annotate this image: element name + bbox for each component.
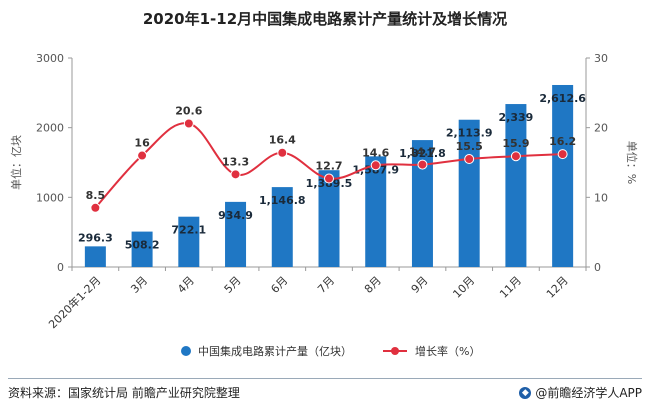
footer: 资料来源：国家统计局 前瞻产业研究院整理 ◆ @前瞻经济学人APP <box>0 378 650 411</box>
bar-value-label: 722.1 <box>171 224 206 237</box>
x-axis-category-label: 3月 <box>128 274 150 296</box>
bar <box>131 231 153 267</box>
bar <box>225 201 247 267</box>
right-axis-tick-label: 20 <box>594 122 608 135</box>
brand-logo-icon: ◆ <box>519 386 532 399</box>
bar <box>365 156 387 267</box>
bar-value-label: 2,339 <box>499 111 534 124</box>
bar-value-label: 1,146.8 <box>259 194 306 207</box>
growth-rate-label: 14.7 <box>409 146 436 159</box>
growth-rate-label: 16.2 <box>549 135 576 148</box>
growth-rate-point <box>137 150 148 161</box>
x-axis-category-label: 10月 <box>450 274 477 301</box>
bar-value-label: 1,389.5 <box>306 177 353 190</box>
x-axis-category-label: 6月 <box>268 274 290 296</box>
growth-rate-label: 13.3 <box>222 155 249 168</box>
right-axis-tick-label: 0 <box>594 261 601 274</box>
growth-rate-point <box>510 151 521 162</box>
left-axis-tick-label: 1000 <box>36 191 64 204</box>
left-axis-tick-label: 3000 <box>36 52 64 65</box>
growth-rate-point <box>464 154 475 165</box>
bar <box>271 187 293 267</box>
growth-rate-label: 15.9 <box>502 137 529 150</box>
x-axis-category-label: 11月 <box>497 274 524 301</box>
growth-rate-point <box>277 147 288 158</box>
growth-rate-point <box>90 202 101 213</box>
growth-rate-point <box>557 149 568 160</box>
growth-rate-label: 20.6 <box>175 104 202 117</box>
left-axis-title: 单位：亿块 <box>9 135 23 190</box>
growth-rate-point <box>417 159 428 170</box>
brand-credit: ◆ @前瞻经济学人APP <box>519 384 642 401</box>
x-axis-category-label: 7月 <box>315 274 337 296</box>
chart-title: 2020年1-12月中国集成电路累计产量统计及增长情况 <box>142 10 508 28</box>
bar-value-label: 1,821.8 <box>399 147 446 160</box>
bar <box>505 104 527 267</box>
growth-rate-label: 15.5 <box>456 140 483 153</box>
bar <box>84 246 106 267</box>
bar-value-label: 508.2 <box>125 239 160 252</box>
source-note: 资料来源：国家统计局 前瞻产业研究院整理 <box>8 386 240 400</box>
left-axis-tick-label: 2000 <box>36 122 64 135</box>
growth-rate-point <box>324 173 334 184</box>
bar <box>411 140 433 267</box>
bar-value-label: 2,612.6 <box>539 92 586 105</box>
brand-text: @前瞻经济学人APP <box>535 386 642 400</box>
legend-line-marker <box>391 347 399 355</box>
legend-line-label: 增长率（%） <box>415 344 480 358</box>
growth-rate-point <box>230 169 241 180</box>
bar <box>318 170 340 267</box>
bar <box>552 84 574 268</box>
growth-rate-label: 14.6 <box>362 146 389 159</box>
growth-rate-label: 16.4 <box>269 134 296 147</box>
legend-bar-label: 中国集成电路累计产量（亿块） <box>198 344 352 358</box>
x-axis-category-label: 9月 <box>409 274 431 296</box>
bar <box>458 119 480 268</box>
right-axis-title: 单位：% <box>625 141 639 184</box>
x-axis-category-label: 12月 <box>544 274 571 301</box>
footer-divider <box>8 378 642 379</box>
growth-rate-point <box>183 118 194 129</box>
bar-value-label: 296.3 <box>78 231 113 244</box>
growth-rate-label: 16 <box>134 137 150 150</box>
legend-bar-swatch <box>181 346 191 356</box>
right-axis-tick-label: 30 <box>594 52 608 65</box>
x-axis-category-label: 4月 <box>175 274 197 296</box>
bar-value-label: 2,113.9 <box>446 127 493 140</box>
growth-rate-label: 12.7 <box>315 160 342 173</box>
chart-area: 0 1000 2000 3000 0 10 20 30 单位：亿块 单位：% 2020年1-2月 3月… <box>9 52 639 358</box>
x-axis-category-label: 5月 <box>222 274 244 296</box>
growth-rate-point <box>370 160 381 171</box>
x-axis-category-label: 2020年1-2月 <box>46 273 104 331</box>
bar-value-label: 934.9 <box>218 209 253 222</box>
right-axis-tick-label: 10 <box>594 191 608 204</box>
bar <box>178 216 200 267</box>
x-axis-category-label: 8月 <box>362 274 384 296</box>
left-axis-tick-label: 0 <box>57 261 64 274</box>
growth-rate-label: 8.5 <box>86 189 106 202</box>
